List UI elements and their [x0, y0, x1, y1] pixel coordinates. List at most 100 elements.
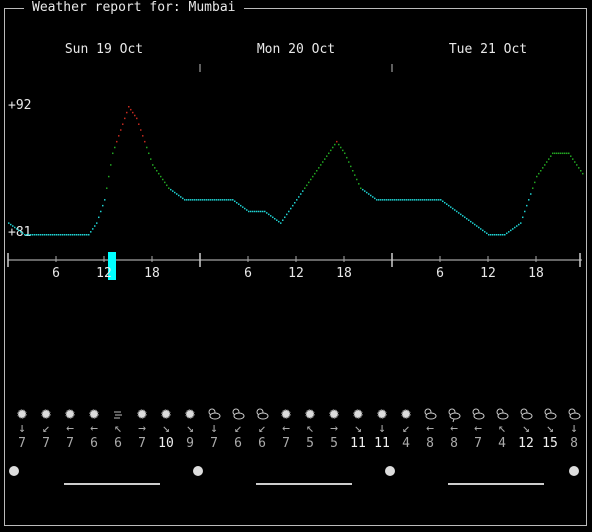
temperature-point: [142, 135, 144, 137]
temperature-point: [90, 231, 92, 233]
temperature-point: [28, 234, 30, 236]
partly-icon: [232, 408, 245, 420]
wind-speed: 9: [186, 436, 194, 451]
hour-tick-label: 6: [244, 266, 252, 281]
temperature-point: [70, 234, 72, 236]
temperature-point: [432, 199, 434, 201]
temperature-point: [464, 216, 466, 219]
day-label-3: Tue 21 Oct: [448, 42, 528, 57]
temperature-point: [274, 218, 276, 220]
temperature-point: [558, 152, 560, 155]
sun-icon: [353, 409, 363, 419]
temperature-point: [44, 234, 46, 236]
temperature-point: [368, 193, 370, 195]
temperature-point: [510, 229, 512, 232]
temperature-point: [144, 140, 146, 143]
temperature-point: [58, 234, 60, 236]
temperature-point: [68, 234, 70, 236]
temperature-point: [250, 210, 252, 213]
wind-direction-arrow: ↖: [498, 421, 506, 436]
temperature-point: [458, 212, 460, 214]
temperature-point: [300, 193, 302, 195]
temperature-point: [454, 209, 456, 211]
temperature-point: [466, 218, 468, 220]
temperature-point: [186, 199, 188, 201]
temperature-point: [396, 199, 398, 201]
temperature-point: [416, 199, 418, 201]
temperature-point: [116, 140, 118, 143]
y-max-label: +92: [8, 98, 32, 113]
temperature-point: [124, 117, 126, 120]
temperature-point: [104, 199, 106, 201]
wind-speed: 15: [542, 436, 558, 451]
temperature-point: [414, 199, 416, 201]
temperature-point: [246, 209, 248, 211]
wind-direction-arrow: ↙: [42, 421, 50, 436]
temperature-point: [314, 172, 316, 175]
wind-direction-arrow: ↓: [18, 421, 26, 436]
temperature-point: [364, 190, 366, 192]
temperature-point: [452, 207, 454, 210]
wind-speed: 7: [66, 436, 74, 451]
temperature-point: [192, 199, 194, 201]
temperature-point: [344, 152, 346, 155]
temperature-point: [302, 190, 304, 192]
temperature-point: [498, 234, 500, 236]
temperature-point: [392, 199, 394, 201]
temperature-point: [42, 234, 44, 236]
temperature-point: [568, 152, 570, 155]
hour-tick-label: 6: [52, 266, 60, 281]
temperature-point: [98, 216, 100, 219]
temperature-point: [330, 149, 332, 152]
wind-speed: 7: [18, 436, 26, 451]
temperature-point: [542, 167, 544, 169]
temperature-point: [60, 234, 62, 236]
wind-direction-arrow: →: [330, 421, 338, 436]
sun-icon: [329, 409, 339, 419]
temperature-point: [128, 106, 130, 108]
temperature-point: [360, 187, 362, 189]
temperature-point: [94, 225, 96, 227]
temperature-point: [242, 206, 244, 208]
temperature-point: [434, 199, 436, 201]
temperature-point: [256, 210, 258, 213]
temperature-point: [316, 170, 318, 172]
temperature-point: [440, 199, 442, 201]
temperature-point: [544, 164, 546, 166]
temperature-point: [436, 199, 438, 201]
temperature-point: [222, 199, 224, 201]
temperature-point: [88, 234, 90, 236]
temperature-point: [534, 181, 536, 184]
temperature-point: [450, 206, 452, 208]
temperature-point: [536, 175, 538, 178]
wind-direction-arrow: ↙: [234, 421, 242, 436]
temperature-point: [378, 199, 380, 201]
temperature-point: [176, 193, 178, 195]
temperature-point: [280, 222, 282, 224]
sun-icon: [65, 409, 75, 419]
temperature-point: [394, 199, 396, 201]
hour-tick-label: 12: [480, 266, 496, 281]
temperature-point: [64, 234, 66, 236]
wind-direction-arrow: ↓: [210, 421, 218, 436]
temperature-point: [324, 158, 326, 160]
temperature-point: [206, 199, 208, 201]
temperature-point: [474, 223, 476, 226]
temperature-point: [46, 234, 48, 236]
sun-icon: [161, 409, 171, 419]
temperature-point: [106, 187, 108, 189]
temperature-point: [412, 199, 414, 201]
day-boundary-dot: [193, 466, 203, 476]
temperature-point: [12, 225, 14, 227]
temperature-point: [428, 199, 430, 201]
temperature-point: [468, 219, 470, 221]
temperature-point: [306, 184, 308, 187]
temperature-point: [504, 234, 506, 236]
temperature-point: [160, 175, 162, 178]
temperature-point: [260, 210, 262, 213]
wind-speed: 11: [374, 436, 390, 451]
temperature-point: [226, 199, 228, 201]
temperature-point: [294, 202, 296, 204]
temperature-point: [486, 232, 488, 235]
